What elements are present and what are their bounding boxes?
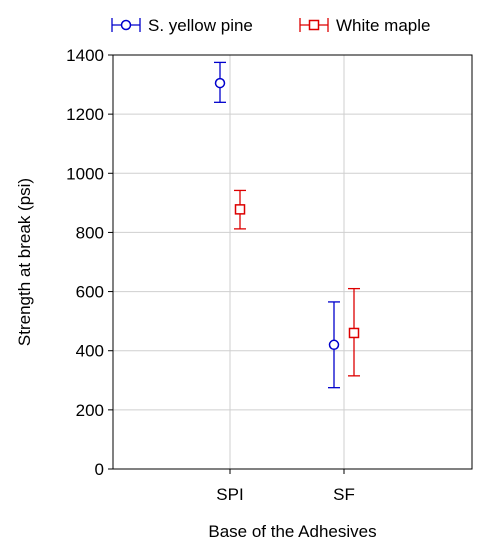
legend-label: White maple xyxy=(336,16,430,35)
series-white-maple xyxy=(234,189,360,377)
y-tick-label: 200 xyxy=(76,401,104,420)
legend-item: White maple xyxy=(299,16,430,35)
y-tick-label: 1200 xyxy=(66,105,104,124)
data-point xyxy=(214,77,226,89)
legend: S. yellow pine White maple xyxy=(111,16,430,35)
legend-marker xyxy=(120,19,132,31)
y-tick-label: 600 xyxy=(76,283,104,302)
y-tick-label: 0 xyxy=(95,460,104,479)
legend-label: S. yellow pine xyxy=(148,16,253,35)
data-marks xyxy=(214,61,360,389)
y-tick-label: 400 xyxy=(76,342,104,361)
y-tick-label: 1400 xyxy=(66,46,104,65)
y-tick-label: 1000 xyxy=(66,164,104,183)
x-axis: SPI SF xyxy=(216,469,355,504)
grid xyxy=(113,55,472,469)
x-tick-label: SF xyxy=(333,485,355,504)
y-axis: 0 200 400 600 800 1000 1200 1400 xyxy=(66,46,113,479)
plot-frame xyxy=(112,54,473,470)
x-axis-title: Base of the Adhesives xyxy=(208,522,376,541)
legend-item: S. yellow pine xyxy=(111,16,253,35)
legend-marker xyxy=(308,19,320,31)
y-axis-title: Strength at break (psi) xyxy=(15,178,34,346)
data-point xyxy=(328,339,340,351)
data-point xyxy=(348,327,360,339)
series-yellow-pine xyxy=(214,61,340,389)
y-tick-label: 800 xyxy=(76,223,104,242)
data-point xyxy=(234,204,246,215)
x-tick-label: SPI xyxy=(216,485,243,504)
